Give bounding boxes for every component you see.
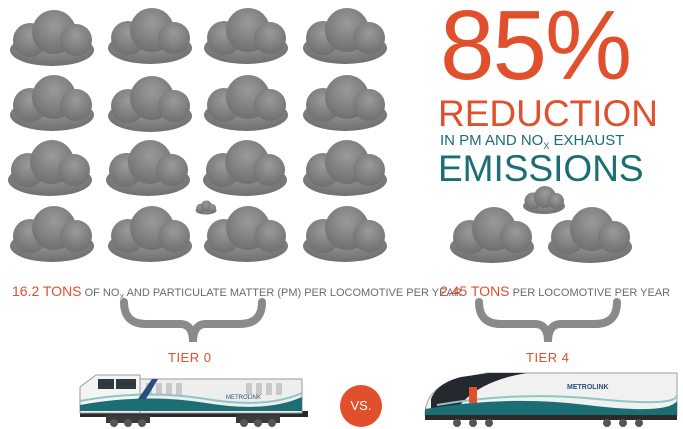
tier4-brace (475, 298, 621, 343)
tier0-amount: 16.2 TONS (12, 283, 82, 299)
tier4-brand: METROLINK (567, 384, 609, 391)
headline-sub-exhaust: EXHAUST (553, 132, 625, 149)
tier4-amount: 2.45 TONS (440, 283, 510, 299)
tier0-brand: METROLINK (226, 395, 261, 401)
tier4-locomotive: METROLINK (424, 372, 678, 427)
tier0-of: OF NO (84, 287, 120, 299)
cloud-row-1 (10, 8, 387, 66)
cloud-row-2 (10, 75, 387, 132)
tier4-caption: 2.45 TONS PER LOCOMOTIVE PER YEAR (440, 284, 670, 300)
headline-percent: 85% (440, 0, 632, 100)
tier0-clouds (8, 8, 387, 262)
tier4-clouds (450, 186, 632, 263)
tier0-rest: AND PARTICULATE MATTER (PM) PER LOCOMOTI… (126, 287, 462, 299)
headline-sub-x: X (543, 141, 550, 151)
cloud-row-3 (8, 140, 387, 196)
headline-reduction: REDUCTION (438, 93, 658, 134)
cloud-row-4 (10, 200, 387, 262)
tier0-label: TIER 0 (168, 350, 212, 365)
tier4-rest: PER LOCOMOTIVE PER YEAR (512, 287, 671, 299)
tier0-sub-x: X (119, 294, 125, 302)
headline-sub-in: IN PM AND NO (440, 132, 544, 149)
tier0-caption: 16.2 TONS OF NOX AND PARTICULATE MATTER … (12, 284, 462, 305)
tier0-locomotive: METROLINK (79, 374, 308, 427)
tier4-label: TIER 4 (526, 350, 570, 365)
tier0-brace (120, 298, 266, 343)
vs-badge: VS. (340, 385, 382, 427)
headline-subtitle: IN PM AND NOX EXHAUST (440, 132, 624, 155)
headline-emissions: EMISSIONS (438, 148, 644, 189)
